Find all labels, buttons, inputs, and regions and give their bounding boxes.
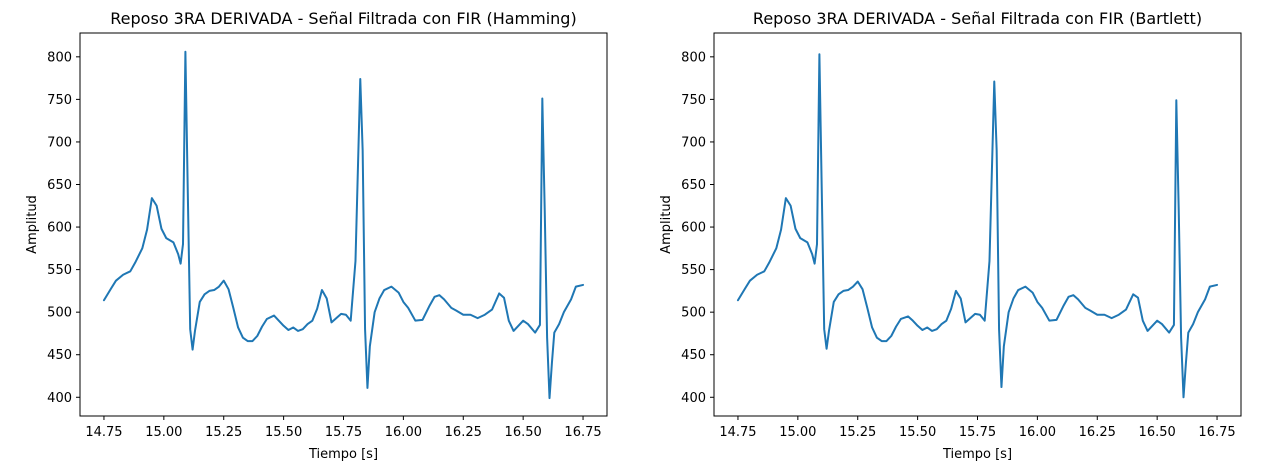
x-axis-label: Tiempo [s] (942, 447, 1012, 462)
x-tick-label: 16.25 (1079, 425, 1116, 440)
y-tick-label: 550 (47, 263, 72, 278)
y-tick-label: 600 (47, 221, 72, 236)
x-tick-label: 14.75 (85, 425, 122, 440)
x-tick-label: 16.50 (1139, 425, 1176, 440)
y-tick-label: 400 (681, 391, 706, 406)
x-tick-label: 15.25 (205, 425, 242, 440)
y-tick-label: 800 (47, 50, 72, 65)
y-tick-label: 800 (681, 50, 706, 65)
y-tick-label: 400 (47, 391, 72, 406)
plot-frame (713, 32, 1242, 417)
y-tick-label: 750 (681, 93, 706, 108)
x-tick-label: 15.75 (325, 425, 362, 440)
series-line (102, 50, 585, 400)
y-tick-label: 650 (681, 178, 706, 193)
y-tick-label: 450 (681, 348, 706, 363)
chart-panel-bartlett: Reposo 3RA DERIVADA - Señal Filtrada con… (659, 9, 1242, 462)
y-tick-label: 500 (47, 306, 72, 321)
x-tick-label: 15.00 (145, 425, 182, 440)
chart-title: Reposo 3RA DERIVADA - Señal Filtrada con… (753, 9, 1202, 28)
y-tick-label: 700 (681, 135, 706, 150)
x-tick-label: 15.25 (839, 425, 876, 440)
plot-frame (79, 32, 608, 417)
y-axis-label: Amplitud (25, 195, 40, 254)
x-tick-label: 16.00 (1019, 425, 1056, 440)
x-tick-label: 15.00 (779, 425, 816, 440)
x-tick-label: 16.25 (445, 425, 482, 440)
x-tick-label: 16.50 (505, 425, 542, 440)
y-tick-label: 750 (47, 93, 72, 108)
x-tick-label: 16.75 (1198, 425, 1235, 440)
y-tick-label: 450 (47, 348, 72, 363)
y-tick-label: 650 (47, 178, 72, 193)
y-tick-label: 600 (681, 221, 706, 236)
y-tick-label: 700 (47, 135, 72, 150)
series-line (736, 53, 1219, 399)
y-tick-label: 550 (681, 263, 706, 278)
chart-panel-hamming: Reposo 3RA DERIVADA - Señal Filtrada con… (25, 9, 608, 462)
x-tick-label: 15.50 (265, 425, 302, 440)
y-axis-label: Amplitud (659, 195, 674, 254)
x-axis-label: Tiempo [s] (308, 447, 378, 462)
x-tick-label: 15.75 (959, 425, 996, 440)
y-tick-label: 500 (681, 306, 706, 321)
x-tick-label: 16.75 (564, 425, 601, 440)
x-tick-label: 14.75 (719, 425, 756, 440)
x-tick-label: 16.00 (385, 425, 422, 440)
chart-title: Reposo 3RA DERIVADA - Señal Filtrada con… (110, 9, 576, 28)
x-tick-label: 15.50 (899, 425, 936, 440)
